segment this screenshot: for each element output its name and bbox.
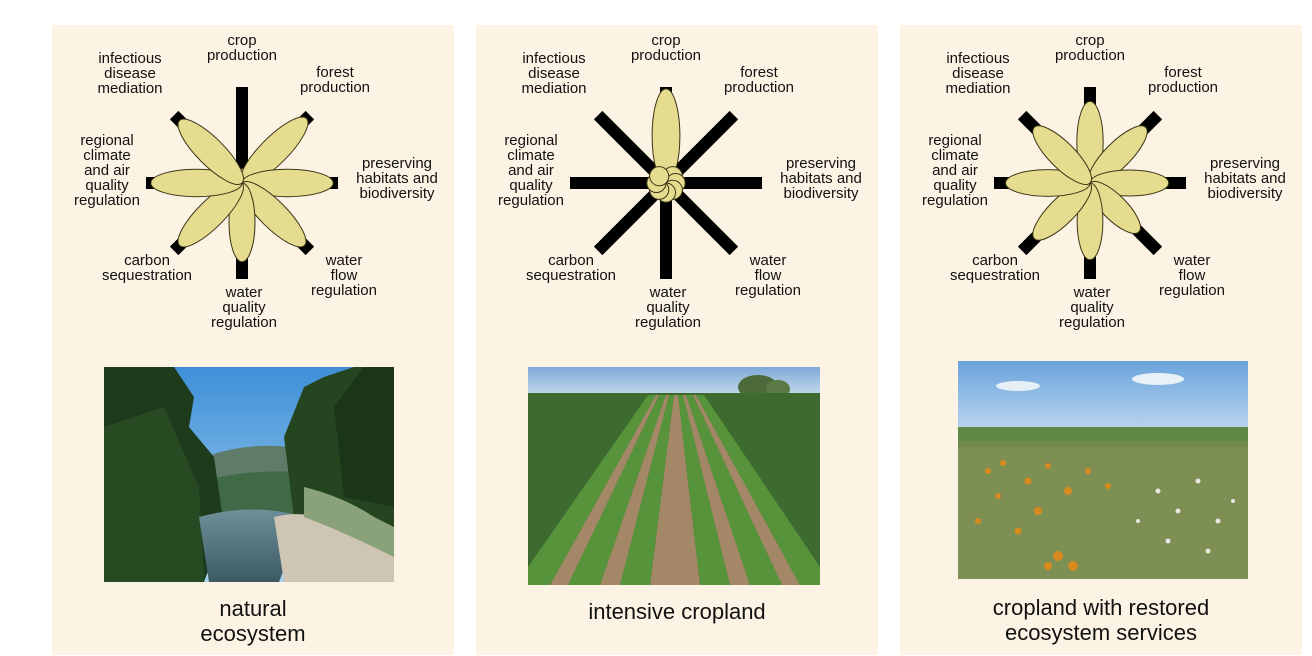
caption-natural: natural ecosystem <box>52 596 454 646</box>
flower-restored: crop production forest production preserving… <box>922 32 1286 331</box>
label-climate: regional climate and air quality regulation <box>922 132 988 209</box>
label-crop: crop production <box>1055 32 1125 64</box>
photo-intensive-cropland <box>528 367 820 585</box>
label-forest: forest production <box>1148 64 1218 96</box>
caption-line: cropland with restored <box>992 595 1210 620</box>
photo-natural-ecosystem <box>104 367 394 582</box>
caption-line: intensive cropland <box>588 599 766 624</box>
label-waterquality: water quality regulation <box>1059 284 1125 331</box>
label-waterquality: water quality regulation <box>635 284 701 331</box>
label-waterflow: water flow regulation <box>1159 252 1225 299</box>
caption-line: ecosystem <box>200 621 306 646</box>
label-carbon: carbon sequestration <box>526 252 616 284</box>
petal-disease <box>649 166 670 187</box>
label-crop: crop production <box>207 32 277 64</box>
label-crop: crop production <box>631 32 701 64</box>
label-habitat: preserving habitats and biodiversity <box>780 155 862 202</box>
label-disease: infectious disease mediation <box>521 50 586 97</box>
label-forest: forest production <box>724 64 794 96</box>
caption-intensive: intensive cropland <box>476 599 878 624</box>
petal-disease <box>1032 125 1092 185</box>
flower-intensive: crop production forest production preserving… <box>498 32 862 331</box>
photo-restored-prairie <box>958 361 1248 579</box>
label-carbon: carbon sequestration <box>950 252 1040 284</box>
petal-disease <box>177 118 244 185</box>
label-carbon: carbon sequestration <box>102 252 192 284</box>
caption-restored: cropland with restored ecosystem service… <box>900 595 1302 645</box>
panel-intensive: crop production forest production preserving… <box>476 25 878 655</box>
caption-line: ecosystem services <box>1005 620 1197 645</box>
label-climate: regional climate and air quality regulation <box>498 132 564 209</box>
label-habitat: preserving habitats and biodiversity <box>356 155 438 202</box>
label-forest: forest production <box>300 64 370 96</box>
label-waterflow: water flow regulation <box>735 252 801 299</box>
label-waterquality: water quality regulation <box>211 284 277 331</box>
panel-restored: crop production forest production preserving… <box>900 25 1302 655</box>
label-disease: infectious disease mediation <box>945 50 1010 97</box>
label-waterflow: water flow regulation <box>311 252 377 299</box>
panel-natural: crop production forest production preserving… <box>52 25 454 655</box>
label-habitat: preserving habitats and biodiversity <box>1204 155 1286 202</box>
label-climate: regional climate and air quality regulation <box>74 132 140 209</box>
label-disease: infectious disease mediation <box>97 50 162 97</box>
flower-natural: crop production forest production preserving… <box>74 32 438 331</box>
caption-line: natural <box>219 596 287 621</box>
